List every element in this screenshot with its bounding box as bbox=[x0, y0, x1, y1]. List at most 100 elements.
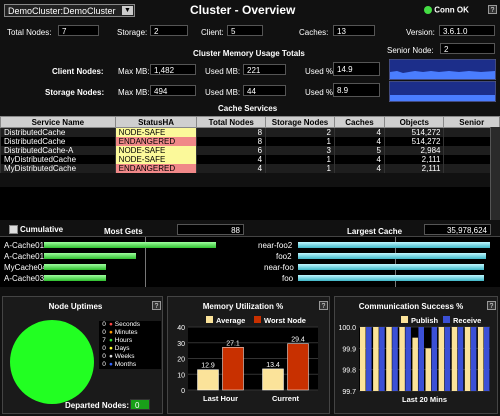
bar[interactable] bbox=[373, 327, 379, 391]
help-icon[interactable]: ? bbox=[152, 301, 161, 310]
bar[interactable] bbox=[44, 242, 216, 248]
conn-status: Conn OK bbox=[424, 5, 469, 14]
cell-service: DistributedCache-A bbox=[0, 146, 116, 155]
bar[interactable] bbox=[464, 327, 471, 391]
bar[interactable] bbox=[379, 327, 385, 391]
y-tick-label: 40 bbox=[177, 325, 185, 332]
bar[interactable] bbox=[392, 327, 398, 391]
storage-used-value: 44 bbox=[243, 85, 286, 96]
cell-service: MyDistributedCache bbox=[0, 164, 116, 173]
largest-cache-title: Largest Cache bbox=[347, 227, 403, 236]
departed-nodes-label: Departed Nodes: bbox=[65, 401, 130, 410]
cell-storage-nodes: 1 bbox=[265, 164, 335, 173]
bar[interactable] bbox=[222, 347, 244, 391]
bar[interactable] bbox=[399, 327, 405, 391]
legend-dot: ● bbox=[109, 337, 113, 344]
cell-objects: 2,111 bbox=[383, 164, 444, 173]
storage-value: 2 bbox=[150, 25, 188, 36]
col-service-name[interactable]: Service Name bbox=[0, 116, 116, 128]
bar[interactable] bbox=[298, 264, 484, 270]
memory-utilization-panel: Memory Utilization % ? 40 30 20 10 0 Average W… bbox=[167, 296, 330, 414]
storage-label: Storage: bbox=[117, 28, 148, 37]
bar-label: MyCache04 bbox=[4, 263, 47, 272]
cell-status: NODE-SAFE bbox=[114, 146, 197, 155]
bar[interactable] bbox=[44, 253, 136, 259]
table-row[interactable]: DistributedCache NODE-SAFE 8 2 4 514,272… bbox=[0, 127, 500, 137]
legend-label: Weeks bbox=[114, 353, 135, 360]
caches-value: 13 bbox=[333, 25, 375, 36]
bar[interactable] bbox=[418, 327, 424, 391]
table-scrollbar[interactable] bbox=[490, 127, 500, 220]
help-icon[interactable]: ? bbox=[319, 301, 328, 310]
y-tick-label: 30 bbox=[177, 341, 185, 348]
table-row[interactable]: DistributedCache-A NODE-SAFE 6 3 5 2,984… bbox=[0, 146, 500, 155]
communication-success-title: Communication Success % bbox=[358, 302, 464, 311]
bar[interactable] bbox=[477, 327, 484, 391]
col-status-ha[interactable]: StatusHA bbox=[114, 116, 198, 128]
status-ok-icon bbox=[424, 5, 432, 14]
cell-caches: 4 bbox=[333, 137, 385, 146]
bar[interactable] bbox=[483, 327, 490, 391]
legend-dot: ● bbox=[109, 321, 113, 328]
cell-total-nodes: 4 bbox=[196, 164, 266, 173]
bar-label: near-foo bbox=[264, 263, 294, 272]
legend-item: 0 ● Weeks bbox=[99, 353, 161, 361]
cluster-select[interactable]: DemoCluster:DemoCluster ▼ bbox=[4, 4, 135, 17]
bar[interactable] bbox=[44, 264, 106, 270]
legend-label: Hours bbox=[114, 337, 133, 344]
table-header-row: Service Name StatusHA Total Nodes Storag… bbox=[0, 116, 500, 128]
bar[interactable] bbox=[386, 327, 392, 391]
storage-used-label: Used MB: bbox=[205, 88, 241, 97]
help-icon[interactable]: ? bbox=[487, 301, 496, 310]
bar[interactable] bbox=[366, 327, 372, 391]
legend-item: 0 ● Seconds bbox=[99, 321, 161, 329]
help-icon[interactable]: ? bbox=[488, 5, 497, 14]
bar[interactable] bbox=[262, 368, 284, 391]
bar[interactable] bbox=[451, 327, 458, 391]
node-uptimes-title: Node Uptimes bbox=[48, 302, 103, 311]
storage-pct-label: Used % bbox=[305, 88, 334, 97]
table-row[interactable]: MyDistributedCache ENDANGERED 4 1 4 2,11… bbox=[0, 164, 500, 173]
bar[interactable] bbox=[298, 242, 490, 248]
col-objects[interactable]: Objects bbox=[383, 116, 445, 128]
table-row[interactable]: MyDistributedCache NODE-SAFE 4 1 4 2,111… bbox=[0, 155, 500, 164]
bar[interactable] bbox=[431, 327, 438, 391]
bar[interactable] bbox=[44, 275, 106, 281]
bar[interactable] bbox=[360, 327, 366, 391]
col-senior[interactable]: Senior bbox=[443, 116, 500, 128]
bar[interactable] bbox=[444, 327, 451, 391]
cell-objects: 2,984 bbox=[383, 146, 444, 155]
bar[interactable] bbox=[298, 253, 486, 259]
col-total-nodes[interactable]: Total Nodes bbox=[196, 116, 267, 128]
cell-service: DistributedCache bbox=[0, 127, 116, 137]
col-storage-nodes[interactable]: Storage Nodes bbox=[265, 116, 335, 128]
bar[interactable] bbox=[425, 348, 432, 391]
y-tick-label: 20 bbox=[177, 357, 185, 364]
cache-services-title: Cache Services bbox=[218, 104, 278, 113]
bar[interactable] bbox=[438, 327, 445, 391]
legend-dot: ● bbox=[109, 345, 113, 352]
senior-node-value: 2 bbox=[440, 43, 495, 54]
cumulative-checkbox[interactable] bbox=[9, 225, 18, 234]
bar[interactable] bbox=[412, 337, 418, 391]
legend-count: 0 bbox=[102, 345, 106, 352]
bar[interactable] bbox=[298, 275, 484, 281]
chevron-down-icon[interactable]: ▼ bbox=[122, 6, 133, 15]
legend-item: 0 ● Days bbox=[99, 345, 161, 353]
most-gets-title: Most Gets bbox=[104, 227, 143, 236]
sparkline-area bbox=[390, 95, 495, 101]
x-axis-label: Last 20 Mins bbox=[402, 395, 447, 404]
col-caches[interactable]: Caches bbox=[333, 116, 386, 128]
bar[interactable] bbox=[457, 327, 464, 391]
bar[interactable] bbox=[405, 327, 411, 391]
storage-nodes-label: Storage Nodes: bbox=[45, 88, 105, 97]
bar[interactable] bbox=[470, 327, 477, 391]
legend-count: 0 bbox=[102, 353, 106, 360]
bar[interactable] bbox=[287, 343, 309, 391]
cumulative-label: Cumulative bbox=[20, 225, 64, 234]
departed-nodes-value: 0 bbox=[130, 399, 150, 410]
uptime-pie bbox=[10, 320, 94, 404]
cell-caches: 5 bbox=[333, 146, 385, 155]
table-row[interactable]: DistributedCache ENDANGERED 8 1 4 514,27… bbox=[0, 137, 500, 146]
bar[interactable] bbox=[197, 369, 219, 391]
